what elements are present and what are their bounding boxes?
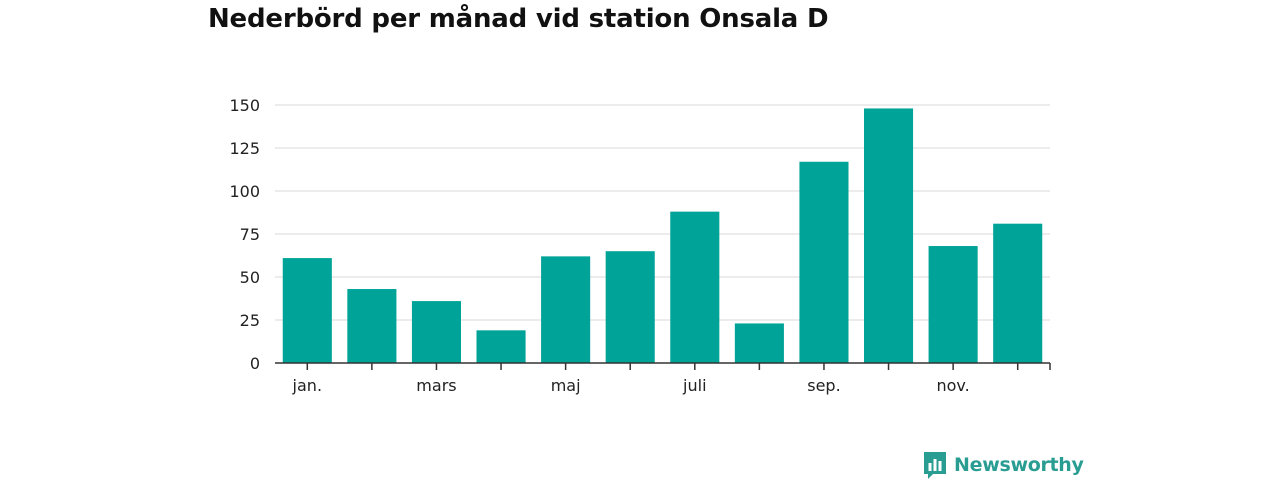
bar-dec[interactable] <box>993 223 1043 363</box>
bar-apr[interactable] <box>476 330 526 363</box>
axes <box>275 362 1051 370</box>
y-tick-label: 0 <box>250 354 260 373</box>
y-tick-label: 25 <box>240 311 260 330</box>
y-tick-label: 75 <box>240 225 260 244</box>
x-tick-label: sep. <box>807 376 840 395</box>
x-tick-labels: jan. mars maj juli sep. nov. <box>292 376 970 395</box>
x-tick-label: maj <box>551 376 581 395</box>
bar-okt[interactable] <box>864 108 914 363</box>
bar-maj[interactable] <box>541 256 591 363</box>
x-tick-label: jan. <box>292 376 322 395</box>
newsworthy-logo[interactable]: Newsworthy <box>922 450 1084 480</box>
y-tick-label: 125 <box>229 139 260 158</box>
bar-mars[interactable] <box>411 301 461 363</box>
y-tick-label: 150 <box>229 96 260 115</box>
bar-juni[interactable] <box>605 251 655 363</box>
y-tick-labels: 0 25 50 75 100 125 150 <box>229 96 260 373</box>
bar-feb[interactable] <box>347 289 397 363</box>
gridlines <box>275 104 1050 321</box>
x-tick-label: juli <box>682 376 706 395</box>
bars <box>282 108 1043 363</box>
bar-nov[interactable] <box>928 246 978 363</box>
x-tick-label: nov. <box>937 376 970 395</box>
bar-sep[interactable] <box>799 161 849 363</box>
chart-title: Nederbörd per månad vid station Onsala D <box>208 4 829 34</box>
bar-chart-speech-bubble-icon <box>924 452 946 479</box>
x-tick-label: mars <box>416 376 456 395</box>
bar-jan[interactable] <box>282 258 332 363</box>
y-tick-label: 50 <box>240 268 260 287</box>
y-tick-label: 100 <box>229 182 260 201</box>
bar-aug[interactable] <box>734 323 784 363</box>
bar-juli[interactable] <box>670 211 720 363</box>
logo-text: Newsworthy <box>954 454 1084 476</box>
